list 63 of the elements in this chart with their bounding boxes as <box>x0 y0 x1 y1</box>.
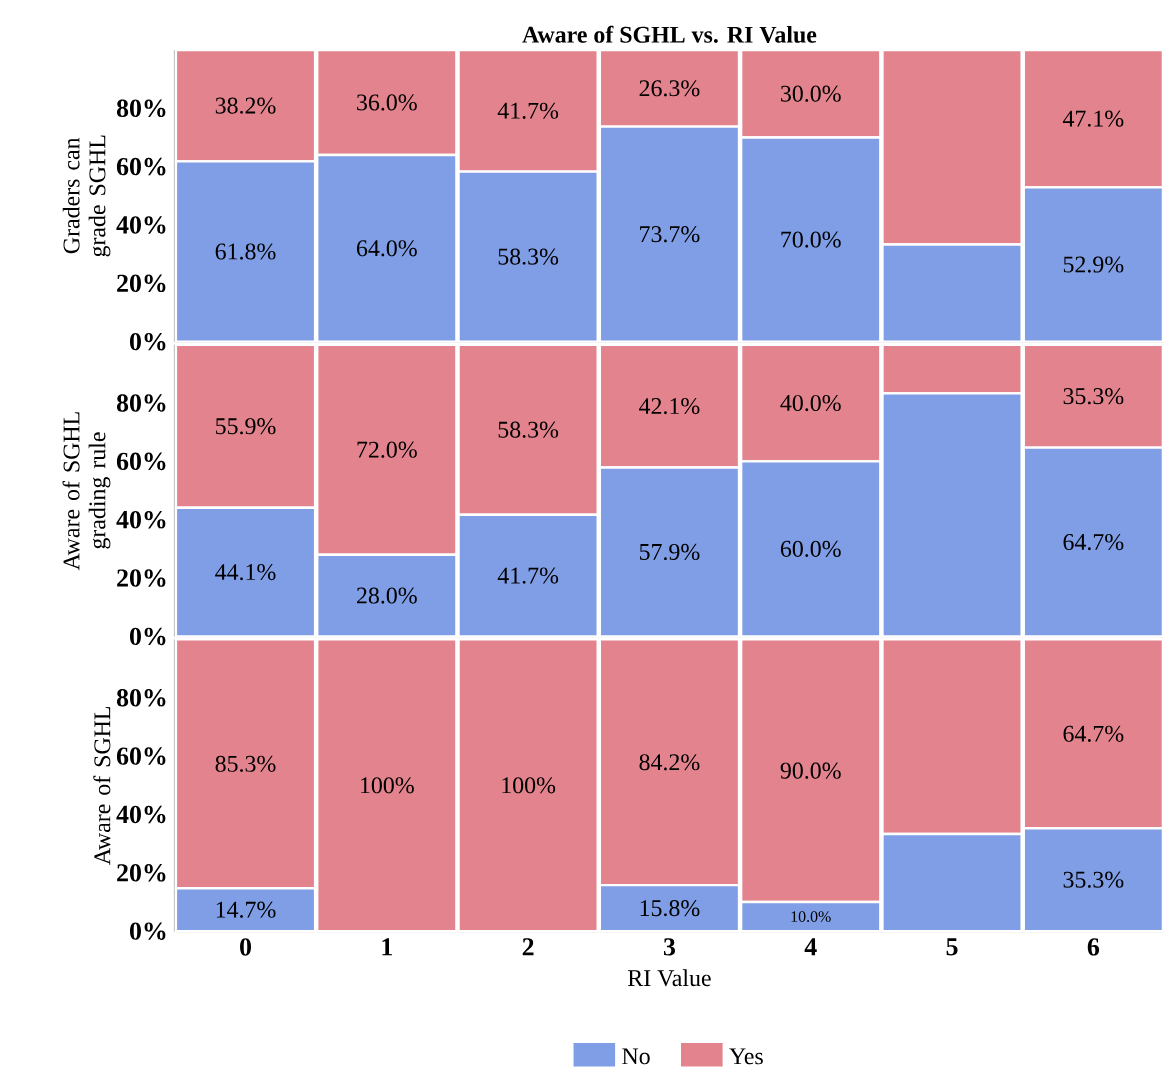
data-label: 35.3% <box>1063 388 1124 405</box>
legend-label: Yes <box>729 1048 763 1065</box>
x-tick-label: 6 <box>1087 938 1100 956</box>
data-label: 38.2% <box>215 97 276 114</box>
data-label: 84.2% <box>639 754 700 771</box>
data-label: 28.0% <box>357 587 417 604</box>
y-tick-label: 0% <box>130 332 166 351</box>
x-tick-label: 5 <box>946 938 958 956</box>
y-tick-label: 20% <box>117 864 166 882</box>
data-label: 26.3% <box>639 80 700 97</box>
x-tick-label: 3 <box>663 938 676 956</box>
data-label: 35.3% <box>1063 871 1124 888</box>
chart-title: Aware of SGHL vs. RI Value <box>522 25 817 43</box>
y-tick-label: 20% <box>117 274 166 293</box>
data-label: 100% <box>502 777 556 794</box>
data-label: 40.0% <box>780 394 841 412</box>
x-tick-label: 4 <box>804 938 817 956</box>
data-label: 85.3% <box>215 755 276 772</box>
y-tick-label: 60% <box>116 452 166 471</box>
y-axis-title: Aware of SGHL <box>93 706 111 865</box>
y-tick-label: 0% <box>130 922 166 940</box>
x-tick-label: 0 <box>240 938 251 956</box>
x-tick-label: 1 <box>382 938 392 956</box>
data-label: 30.0% <box>781 85 841 102</box>
data-label: 58.3% <box>498 421 559 438</box>
data-label: 41.7% <box>497 102 559 119</box>
y-tick-label: 40% <box>116 216 166 234</box>
data-label: 57.9% <box>639 543 700 561</box>
data-label: 61.8% <box>215 243 276 260</box>
y-tick-label: 60% <box>116 747 166 765</box>
data-label: 72.0% <box>357 441 417 458</box>
y-axis-title: Graders can grade SGHL <box>62 135 111 257</box>
data-label: 64.7% <box>1063 725 1124 742</box>
y-tick-label: 0% <box>130 627 166 646</box>
data-label: 64.0% <box>356 240 417 257</box>
data-label: 14.7% <box>216 901 276 918</box>
x-axis-title: RI Value <box>627 969 711 987</box>
data-label: 41.7% <box>497 567 559 584</box>
data-label: 42.1% <box>639 397 700 415</box>
data-label: 52.9% <box>1063 256 1124 273</box>
data-label: 47.1% <box>1062 110 1124 127</box>
data-label: 10.0% <box>791 911 831 922</box>
data-label: 60.0% <box>780 540 841 558</box>
y-axis-title: Aware of SGHL grading rule <box>62 412 111 571</box>
data-label: 90.0% <box>780 762 841 779</box>
data-label: 70.0% <box>781 231 841 248</box>
data-label: 64.7% <box>1063 533 1124 551</box>
data-label: 100% <box>361 777 414 794</box>
data-label: 36.0% <box>357 94 417 111</box>
legend-label: No <box>622 1048 650 1065</box>
data-label: 44.1% <box>215 563 276 581</box>
x-tick-label: 2 <box>522 938 534 956</box>
y-tick-label: 60% <box>116 157 166 176</box>
y-tick-label: 80% <box>116 99 166 118</box>
y-tick-label: 80% <box>116 689 166 707</box>
data-label: 73.7% <box>640 226 700 243</box>
data-label: 15.8% <box>640 900 700 917</box>
data-label: 58.3% <box>498 248 559 265</box>
y-tick-label: 40% <box>116 805 166 824</box>
y-tick-label: 80% <box>116 394 166 412</box>
data-label: 55.9% <box>216 418 276 435</box>
y-tick-label: 20% <box>117 569 166 587</box>
y-tick-label: 40% <box>116 510 166 529</box>
